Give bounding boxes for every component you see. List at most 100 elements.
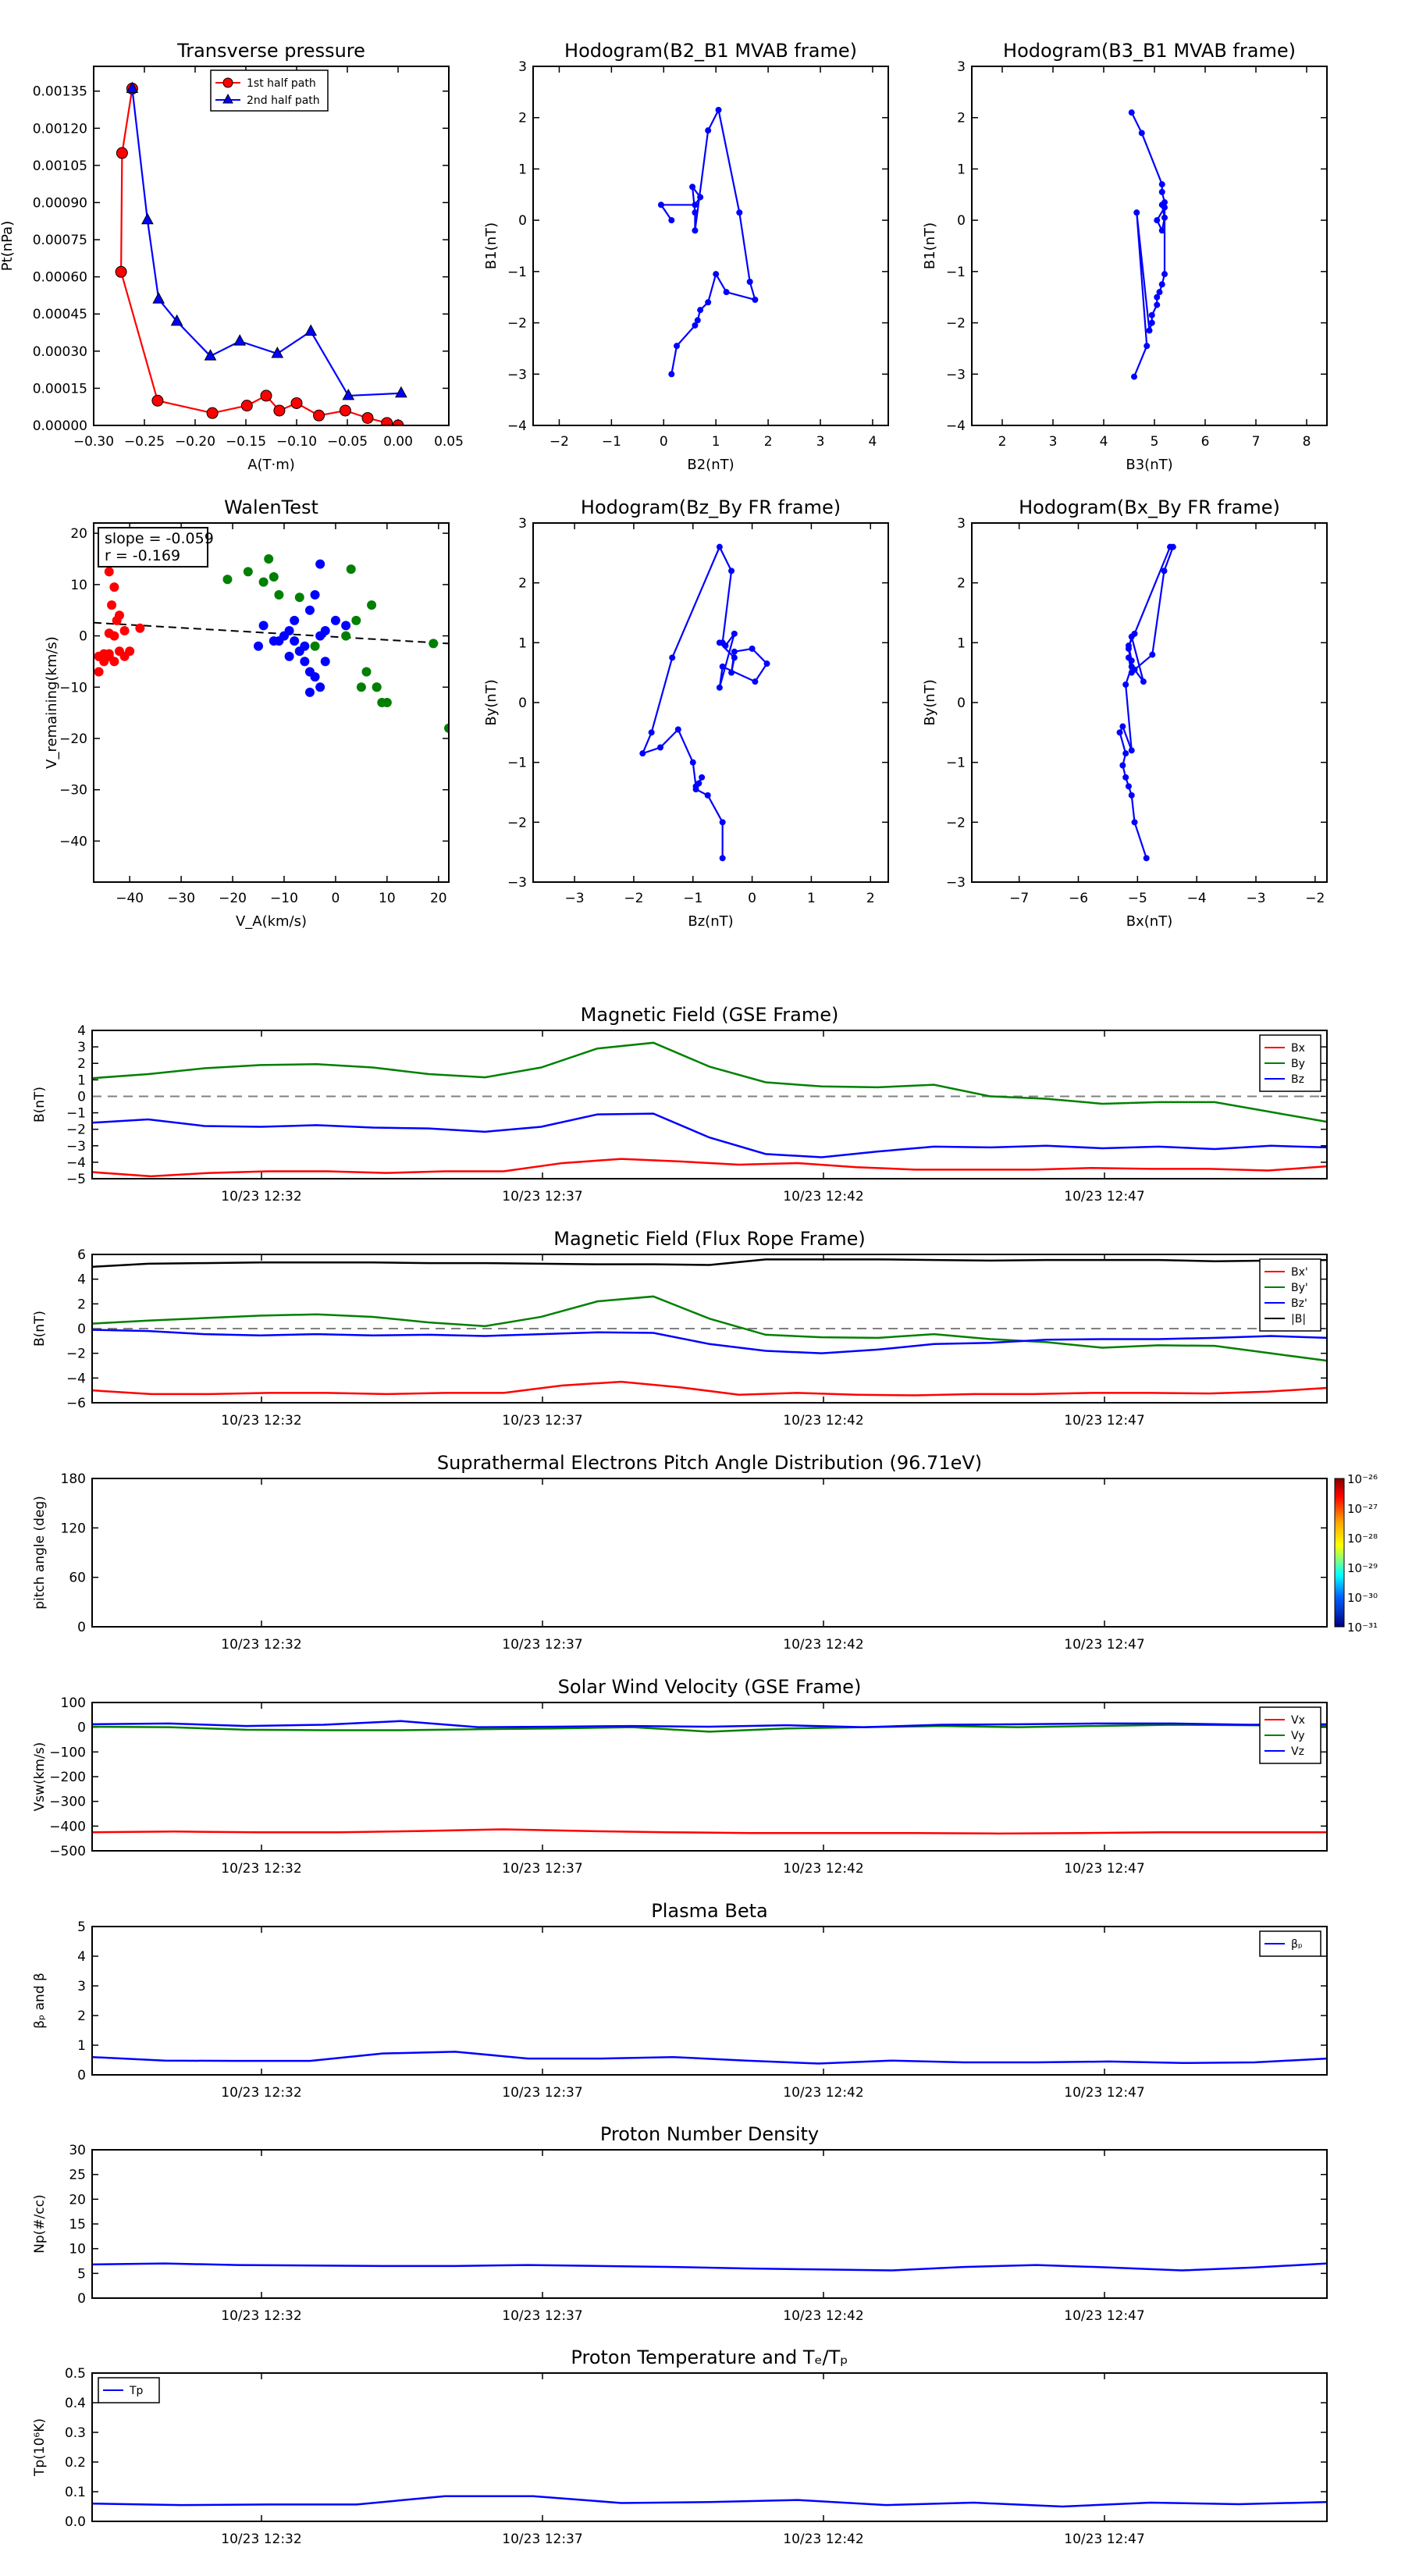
- y-tick-label: −400: [49, 1819, 86, 1834]
- data-point: [315, 559, 325, 569]
- x-tick-label: 2: [998, 434, 1007, 450]
- y-tick-label: −2: [946, 815, 966, 831]
- y-tick-label: 3: [518, 59, 527, 75]
- y-tick-label: 2: [77, 2008, 86, 2024]
- x-tick-label: 10/23 12:37: [502, 1189, 582, 1204]
- data-point: [372, 682, 382, 692]
- data-point: [294, 592, 304, 603]
- data-point: [222, 575, 233, 585]
- x-tick-label: 5: [1151, 434, 1159, 450]
- data-point: [444, 723, 449, 733]
- data-point: [264, 554, 274, 564]
- y-tick-label: 0.0: [65, 2514, 86, 2530]
- y-axis-label: V_remaining(km/s): [44, 636, 60, 769]
- data-point: [170, 314, 183, 326]
- x-axis-label: V_A(km/s): [236, 913, 307, 930]
- data-point: [716, 543, 723, 550]
- data-point: [763, 660, 770, 667]
- y-tick-label: 20: [69, 2192, 86, 2208]
- y-tick-label: −2: [66, 1123, 86, 1138]
- y-tick-label: −100: [49, 1745, 86, 1760]
- x-tick-label: −10: [270, 891, 298, 906]
- x-tick-label: 7: [1252, 434, 1261, 450]
- chart-h3: Hodogram(Bz_By FR frame) −3 −2 −1 0 1 2 −3 −2 −1 0…: [483, 496, 889, 930]
- axes-frame: [91, 1030, 1328, 1179]
- data-point: [657, 744, 664, 751]
- y-tick-label: 0: [957, 213, 966, 229]
- y-tick-label: 0.00000: [33, 418, 87, 434]
- data-point: [1158, 181, 1165, 188]
- y-tick-label: −300: [49, 1795, 86, 1810]
- x-tick-label: 10/23 12:42: [783, 1861, 863, 1877]
- data-point: [669, 654, 676, 661]
- x-tick-label: 10/23 12:37: [502, 2308, 582, 2324]
- data-point: [119, 626, 130, 635]
- y-tick-label: −500: [49, 1844, 86, 1859]
- y-tick-label: 0.00120: [33, 121, 87, 137]
- data-point: [1128, 669, 1135, 676]
- y-tick-label: −200: [49, 1770, 86, 1785]
- y-axis-label: pitch angle (deg): [32, 1496, 48, 1610]
- y-tick-label: 4: [77, 1272, 86, 1288]
- data-point: [1128, 747, 1135, 754]
- x-tick-label: 2: [764, 434, 773, 450]
- y-tick-label: −10: [59, 680, 87, 696]
- legend-label: βₚ: [1291, 1938, 1303, 1951]
- data-point: [300, 641, 310, 651]
- data-point: [1128, 792, 1135, 799]
- data-point: [116, 147, 128, 159]
- series-line: [91, 1295, 1328, 1362]
- data-point: [290, 397, 303, 409]
- y-tick-label: 1: [77, 2038, 86, 2054]
- data-point: [668, 217, 675, 224]
- x-tick-label: 10/23 12:32: [221, 1189, 301, 1204]
- y-tick-label: −4: [507, 418, 527, 434]
- data-point: [1161, 271, 1168, 278]
- x-tick-label: 10/23 12:42: [783, 2308, 863, 2324]
- data-point: [731, 630, 738, 637]
- colorbar: [1334, 1478, 1345, 1628]
- chart-np: Proton Number Density 0 5 10 15 20 25 30 10/23 1…: [32, 2123, 1328, 2324]
- chart-title: Hodogram(Bz_By FR frame): [581, 496, 841, 518]
- data-point: [1131, 819, 1138, 826]
- chart-title: Magnetic Field (GSE Frame): [581, 1004, 839, 1026]
- y-axis-label: B1(nT): [483, 222, 500, 269]
- x-tick-label: 20: [430, 891, 447, 906]
- y-axis-label: B(nT): [32, 1311, 48, 1347]
- data-point: [1138, 130, 1145, 137]
- x-tick-label: 0: [660, 434, 668, 450]
- legend-label: Bz: [1291, 1073, 1304, 1086]
- data-point: [752, 678, 759, 685]
- annotation-text: slope = -0.059: [105, 530, 214, 547]
- data-point: [304, 605, 315, 615]
- y-tick-label: −1: [507, 756, 527, 771]
- data-point: [1149, 651, 1156, 658]
- y-tick-label: −3: [507, 875, 527, 891]
- y-tick-label: −2: [946, 316, 966, 332]
- data-point: [1119, 723, 1126, 730]
- axes-frame: [91, 1702, 1328, 1852]
- legend-label: 2nd half path: [247, 94, 320, 107]
- data-point: [1161, 214, 1168, 221]
- y-tick-label: 30: [69, 2143, 86, 2158]
- data-point: [1119, 762, 1126, 769]
- legend-label: By': [1291, 1282, 1308, 1294]
- series-line: [131, 88, 401, 397]
- chart-h1: Hodogram(B2_B1 MVAB frame) −2 −1 0 1 2 3 4 −4 −3 −…: [483, 40, 889, 473]
- colorbar-tick-label: 10⁻²⁹: [1347, 1561, 1378, 1575]
- x-tick-label: 10/23 12:47: [1064, 2532, 1144, 2547]
- colorbar-tick-label: 10⁻³⁰: [1347, 1591, 1378, 1605]
- data-point: [1143, 855, 1150, 862]
- y-tick-label: 0.00015: [33, 381, 87, 397]
- x-tick-label: −3: [565, 891, 585, 906]
- x-tick-label: 10/23 12:32: [221, 1861, 301, 1877]
- y-tick-label: 2: [518, 111, 527, 126]
- x-axis-label: A(T·m): [247, 457, 295, 473]
- x-tick-label: 0.00: [383, 434, 413, 450]
- data-point: [233, 334, 247, 346]
- data-point: [722, 642, 729, 649]
- chart-title: Hodogram(Bx_By FR frame): [1019, 496, 1280, 518]
- legend-label: |B|: [1291, 1313, 1306, 1325]
- data-point: [692, 227, 699, 234]
- y-tick-label: 3: [77, 1040, 86, 1055]
